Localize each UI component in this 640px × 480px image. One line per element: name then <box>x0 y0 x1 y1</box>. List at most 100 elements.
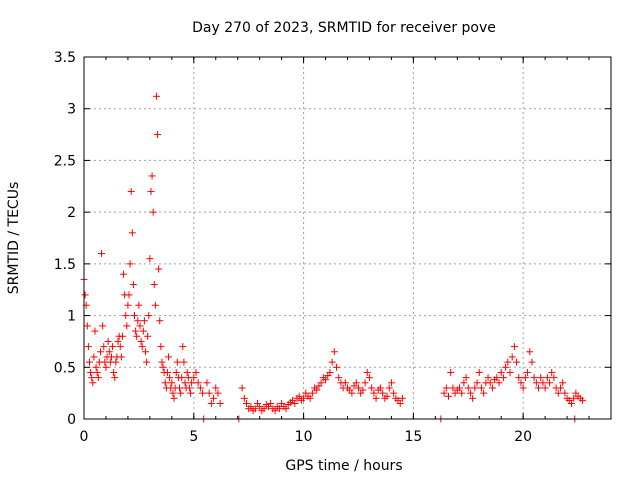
data-point <box>166 374 174 382</box>
data-point <box>93 368 101 376</box>
data-point <box>464 384 472 392</box>
data-point <box>506 368 514 376</box>
data-point <box>260 405 268 413</box>
data-point <box>359 386 367 394</box>
data-point <box>515 374 523 382</box>
data-point <box>372 394 380 402</box>
data-point <box>238 384 246 392</box>
data-point <box>335 374 343 382</box>
data-point <box>390 389 398 397</box>
data-point <box>185 384 193 392</box>
data-point <box>348 389 356 397</box>
data-point <box>141 348 149 356</box>
y-tick-label: 3 <box>67 102 76 118</box>
data-point <box>81 291 89 299</box>
data-point <box>139 327 147 335</box>
data-point <box>322 376 330 384</box>
data-point <box>180 358 188 366</box>
data-point <box>104 337 112 345</box>
data-point <box>102 363 110 371</box>
y-axis-label: SRMTID / TECUs <box>6 182 22 295</box>
data-point <box>317 379 325 387</box>
data-point <box>105 348 113 356</box>
data-point <box>365 374 373 382</box>
data-point <box>109 343 117 351</box>
data-point <box>513 358 521 366</box>
data-point <box>497 368 505 376</box>
data-point <box>158 358 166 366</box>
data-point <box>216 399 224 407</box>
data-point <box>460 379 468 387</box>
data-point <box>361 379 369 387</box>
data-point <box>96 348 104 356</box>
data-point <box>510 343 518 351</box>
data-point <box>502 363 510 371</box>
data-point <box>447 368 455 376</box>
data-point <box>330 348 338 356</box>
data-point <box>188 379 196 387</box>
data-point <box>128 229 136 237</box>
data-point <box>178 374 186 382</box>
data-point <box>118 332 126 340</box>
data-point <box>152 92 160 100</box>
y-tick-label: 0 <box>67 412 76 428</box>
data-point <box>194 379 202 387</box>
data-point <box>484 374 492 382</box>
data-point <box>379 389 387 397</box>
data-point <box>449 384 457 392</box>
data-point <box>154 131 162 139</box>
data-point <box>300 394 308 402</box>
data-point <box>145 312 153 320</box>
data-point <box>326 368 334 376</box>
data-point <box>519 384 527 392</box>
data-point <box>440 389 448 397</box>
data-point <box>210 394 218 402</box>
data-point <box>92 363 100 371</box>
data-point <box>396 399 404 407</box>
data-point <box>488 384 496 392</box>
data-point <box>521 374 529 382</box>
data-point <box>570 394 578 402</box>
x-tick-label: 15 <box>404 429 422 445</box>
data-point <box>138 343 146 351</box>
data-point <box>85 358 93 366</box>
data-point <box>99 322 107 330</box>
data-point <box>462 374 470 382</box>
data-point <box>205 389 213 397</box>
data-point <box>135 301 143 309</box>
data-point <box>354 384 362 392</box>
data-point <box>383 392 391 400</box>
data-point <box>176 384 184 392</box>
x-tick-label: 5 <box>189 429 198 445</box>
data-point <box>387 379 395 387</box>
data-point <box>147 187 155 195</box>
data-point <box>475 368 483 376</box>
data-point <box>295 392 303 400</box>
data-point <box>122 312 130 320</box>
data-point <box>161 379 169 387</box>
data-point <box>203 379 211 387</box>
data-point <box>116 343 124 351</box>
data-point <box>561 389 569 397</box>
data-point <box>196 384 204 392</box>
data-point <box>499 374 507 382</box>
data-point <box>275 405 283 413</box>
data-point <box>341 379 349 387</box>
data-point <box>328 358 336 366</box>
data-point <box>267 399 275 407</box>
data-point <box>136 322 144 330</box>
data-point <box>517 379 525 387</box>
data-point <box>83 322 91 330</box>
data-point <box>111 374 119 382</box>
data-point <box>131 312 139 320</box>
data-point <box>256 403 264 411</box>
data-point <box>151 301 159 309</box>
data-point <box>508 353 516 361</box>
data-point <box>524 368 532 376</box>
data-point <box>291 399 299 407</box>
data-point <box>84 343 92 351</box>
data-point <box>532 379 540 387</box>
data-point <box>156 317 164 325</box>
data-point <box>98 250 106 258</box>
